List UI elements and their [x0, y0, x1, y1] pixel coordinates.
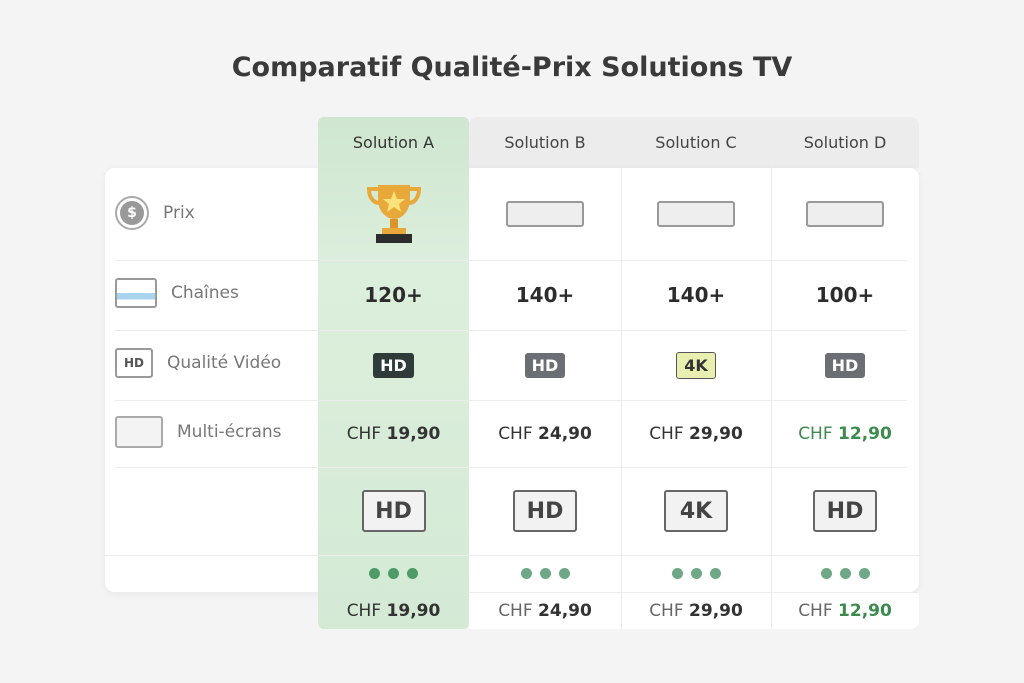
more-dots-icon[interactable] — [318, 555, 469, 592]
tv-phone-icon: HD — [469, 467, 621, 555]
quality-badge: HD — [824, 352, 866, 378]
chaines-value: 120+ — [364, 283, 423, 307]
column-header-solution-d[interactable]: Solution D — [803, 133, 887, 152]
page-title: Comparatif Qualité-Prix Solutions TV — [231, 52, 793, 83]
row-label-text: Prix — [163, 203, 195, 223]
more-dots-icon[interactable] — [469, 555, 621, 592]
row-label-prix: $ Prix — [115, 196, 195, 230]
set-top-box-icon — [469, 178, 621, 250]
multi-price: CHF 19,90 — [346, 423, 441, 444]
chaines-value: 100+ — [815, 283, 875, 307]
column-header-solution-b[interactable]: Solution B — [504, 133, 586, 152]
multi-device-icon — [115, 416, 163, 448]
hd-tv-icon: HD — [115, 348, 153, 378]
tv-phone-icon: 4K — [621, 467, 771, 555]
quality-badge: HD — [524, 352, 566, 378]
row-label-chaines: Chaînes — [115, 278, 239, 308]
screens-icon — [115, 278, 157, 308]
header-background — [469, 117, 919, 168]
row-label-multi-ecrans: Multi-écrans — [115, 416, 282, 448]
dollar-icon: $ — [115, 196, 149, 230]
multi-price: CHF 24,90 — [498, 423, 592, 444]
column-header-solution-c[interactable]: Solution C — [655, 133, 737, 152]
more-dots-icon[interactable] — [771, 555, 919, 592]
quality-badge: 4K — [676, 351, 716, 379]
multi-price: CHF 29,90 — [649, 423, 743, 444]
tv-phone-icon: HD — [318, 467, 469, 555]
column-header-solution-a[interactable]: Solution A — [352, 133, 435, 152]
more-dots-icon[interactable] — [621, 555, 771, 592]
chaines-value: 140+ — [515, 283, 575, 307]
multi-price: CHF 12,90 — [798, 423, 892, 444]
row-label-text: Qualité Vidéo — [167, 353, 282, 373]
footer-row — [469, 592, 919, 629]
footer-price: CHF 19,90 — [346, 600, 441, 621]
row-label-text: Multi-écrans — [177, 422, 282, 442]
footer-price: CHF 24,90 — [498, 600, 592, 621]
row-label-qualite: HD Qualité Vidéo — [115, 348, 281, 378]
chaines-value: 140+ — [666, 283, 726, 307]
footer-price: CHF 12,90 — [798, 600, 892, 621]
set-top-box-icon — [771, 178, 919, 250]
comparison-table — [105, 168, 919, 592]
set-top-box-icon — [621, 178, 771, 250]
footer-price: CHF 29,90 — [649, 600, 743, 621]
trophy-icon — [318, 178, 469, 250]
quality-badge: HD — [373, 352, 414, 378]
tv-phone-icon: HD — [771, 467, 919, 555]
row-label-text: Chaînes — [171, 283, 239, 303]
